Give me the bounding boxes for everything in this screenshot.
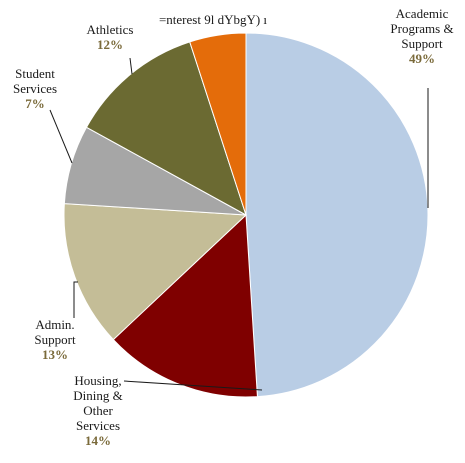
slice-percent-label: 7%: [25, 96, 45, 111]
pie-slice-academic-programs-support: [245, 32, 429, 398]
slice-percent-label: 14%: [85, 433, 111, 448]
slice-label: Admin. Support 13%: [34, 317, 76, 362]
slice-label-line: Other: [83, 403, 113, 418]
slice-label-line: Student: [15, 66, 55, 81]
slice-label-line: Support: [401, 36, 443, 51]
leader-line: [73, 281, 78, 318]
slice-label-line: Athletics: [87, 22, 134, 37]
slice-label: Housing, Dining & Other Services 14%: [73, 373, 122, 448]
leader-line: [123, 380, 263, 391]
slice-label-line: Support: [34, 332, 76, 347]
pie-slice-admin-support: [63, 203, 248, 341]
slice-label-line: Programs &: [390, 21, 453, 36]
leader-line: [49, 109, 73, 164]
slice-label-line: Services: [13, 81, 57, 96]
pie-slice-nterest-9l-dybgy: [189, 32, 247, 216]
slice-label-line: Dining &: [73, 388, 122, 403]
slice-label-line: =nterest 9l dYbgY) ı: [159, 12, 267, 27]
slice-label: Student Services 7%: [13, 66, 57, 111]
slice-label-line: Housing,: [74, 373, 121, 388]
slice-percent-label: 49%: [409, 51, 435, 66]
slice-label-line: Admin.: [35, 317, 74, 332]
slice-label: Academic Programs & Support 49%: [390, 6, 453, 66]
slice-percent-label: 13%: [42, 347, 68, 362]
slice-percent-label: 12%: [97, 37, 123, 52]
slice-label-line: Academic: [396, 6, 449, 21]
slice-label: Athletics 12%: [87, 22, 134, 52]
leader-line: [129, 57, 133, 75]
pie-slice-athletics: [85, 41, 247, 217]
slice-label-line: Services: [76, 418, 120, 433]
slice-label: =nterest 9l dYbgY) ı: [159, 12, 267, 27]
